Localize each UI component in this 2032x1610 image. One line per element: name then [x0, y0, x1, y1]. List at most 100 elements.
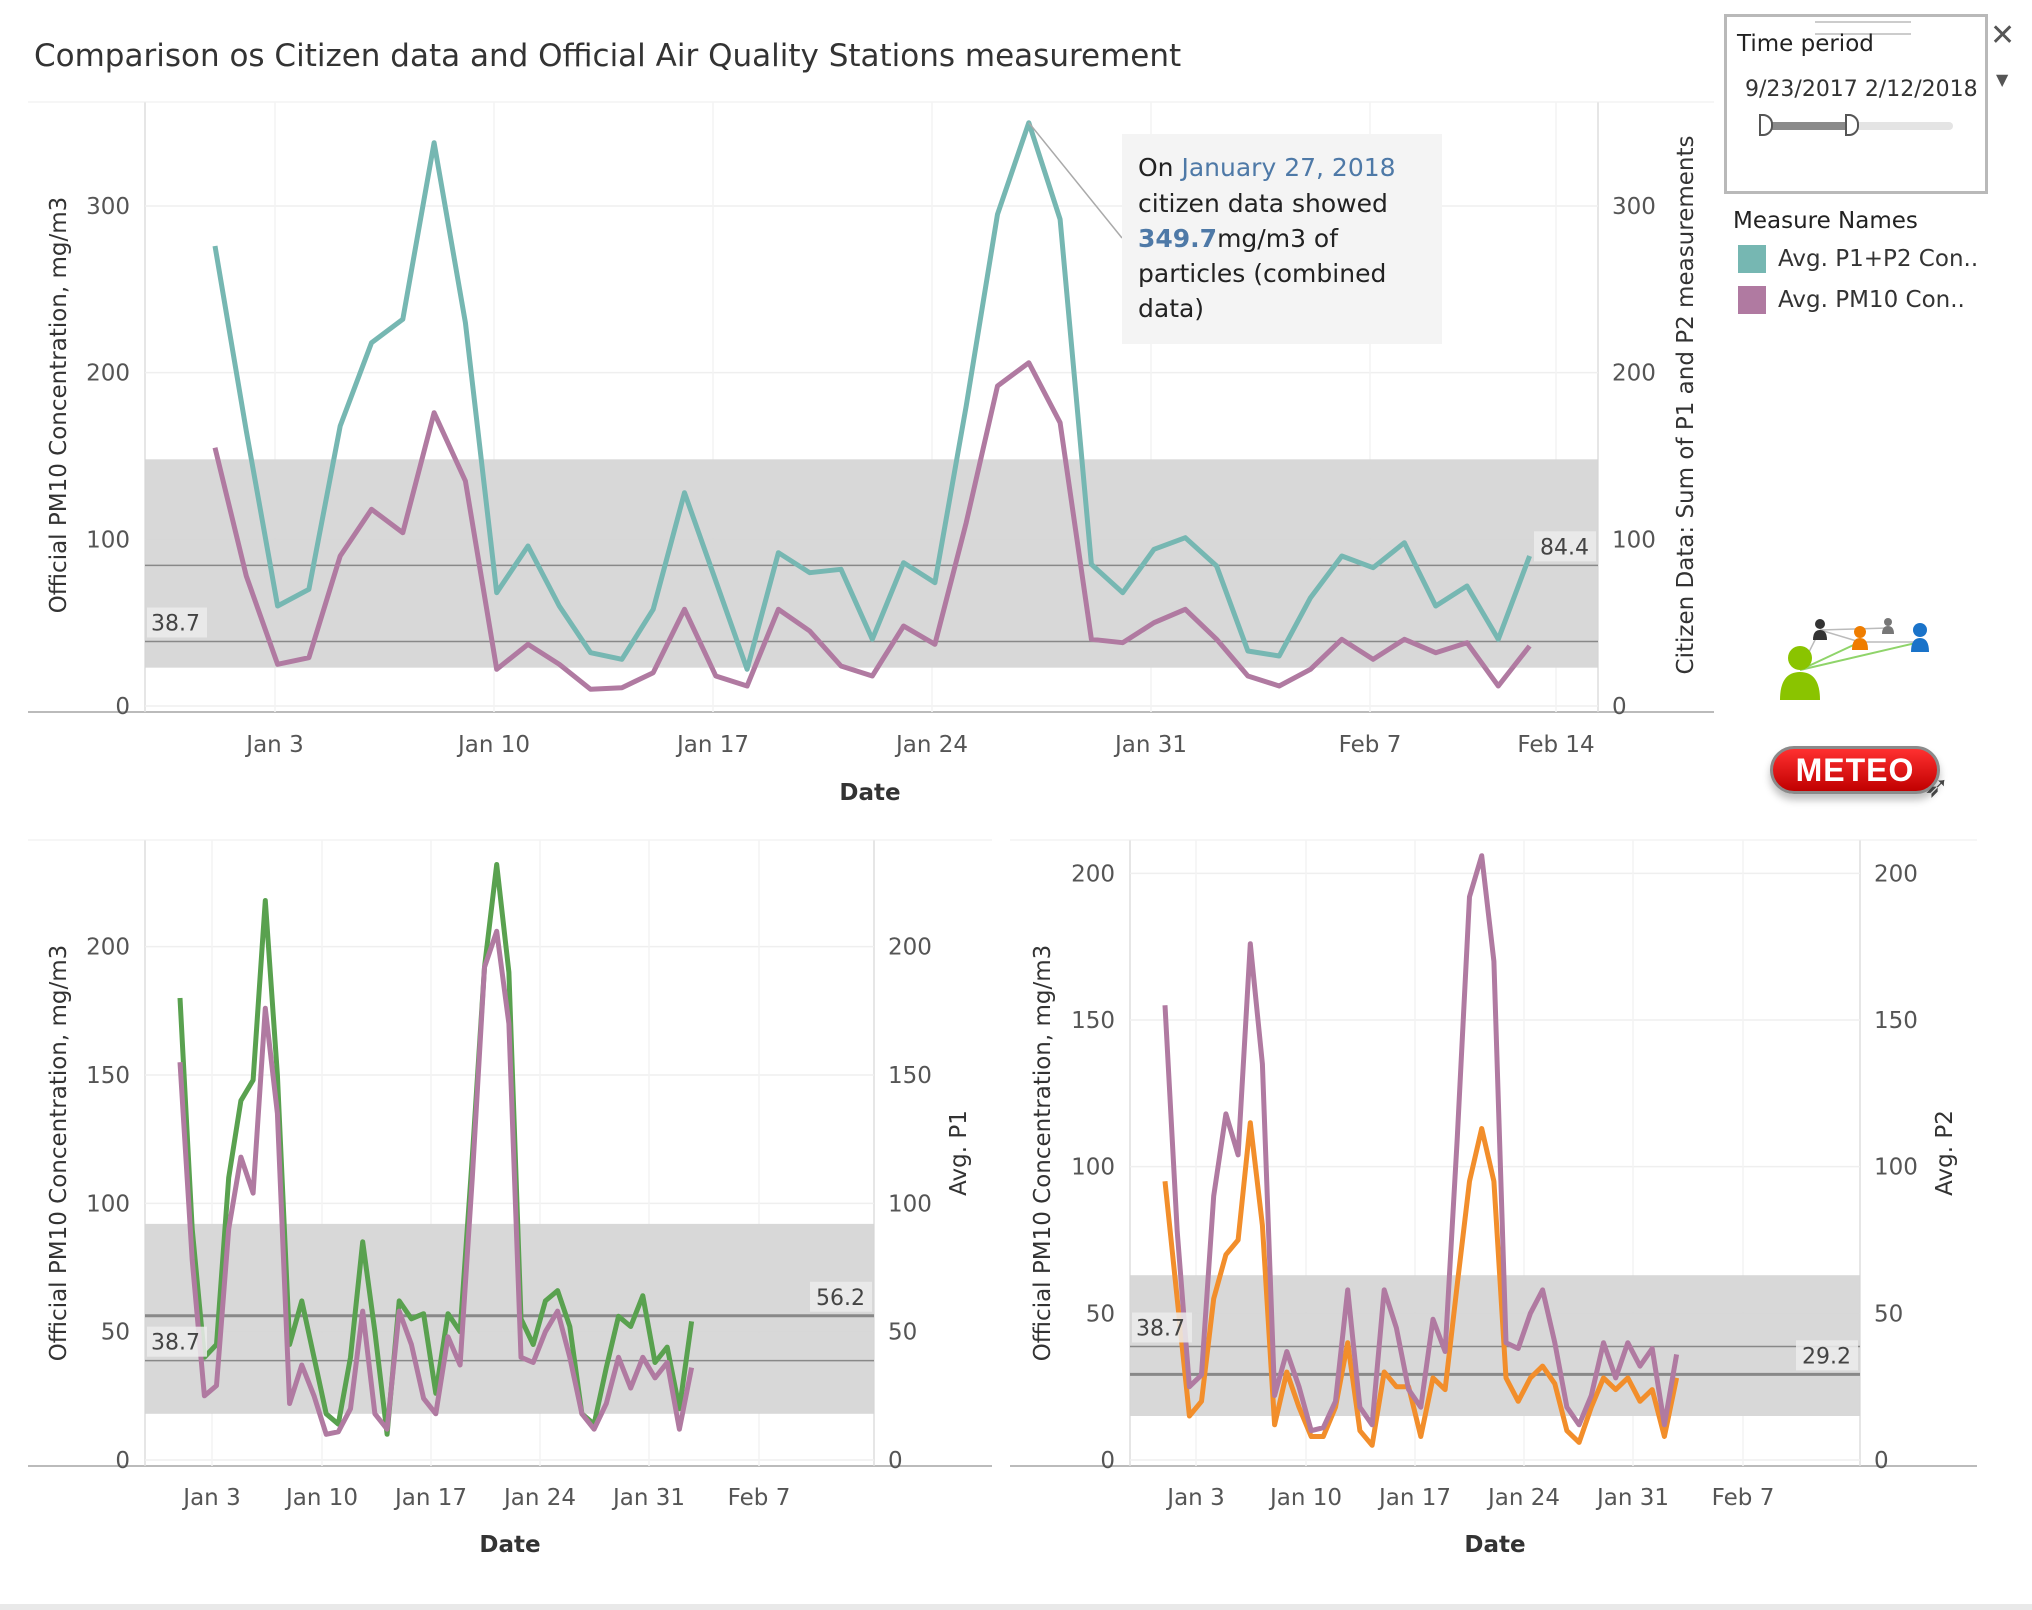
annotation-line-4: particles (combined [1138, 259, 1386, 288]
y-tick-label-right: 150 [888, 1063, 932, 1089]
cursor-icon: ➶ [1924, 770, 1950, 805]
time-period-title: Time period [1737, 31, 1874, 57]
series-line-primary [1162, 1120, 1680, 1448]
reference-band [145, 1223, 874, 1414]
x-tick-label: Feb 7 [1339, 732, 1402, 758]
y-tick-label-right: 0 [1874, 1448, 1889, 1474]
reference-label-box [1796, 1340, 1858, 1371]
annotation-connector [1028, 122, 1123, 239]
series-line-primary [177, 862, 695, 1437]
y-tick-label: 50 [101, 1320, 130, 1346]
time-period-range: 9/23/2017 2/12/2018 [1745, 77, 1978, 102]
y-tick-label-right: 100 [1612, 527, 1656, 553]
x-tick-label: Jan 10 [456, 732, 530, 758]
y-tick-label: 200 [86, 935, 130, 961]
y-tick-label-right: 200 [1612, 361, 1656, 387]
y-axis-title-left: Official PM10 Concentration, mg/m3 [46, 945, 72, 1362]
x-tick-label: Jan 3 [244, 732, 303, 758]
x-axis-title: Date [479, 1532, 540, 1558]
annotation-unit: mg/m3 of [1217, 224, 1339, 253]
meteo-button[interactable]: METEO [1770, 746, 1940, 794]
citizen-network-icon[interactable] [1770, 610, 1940, 700]
series-line-primary [212, 120, 1532, 672]
y-tick-label: 100 [86, 1191, 130, 1217]
y-tick-label: 150 [86, 1063, 130, 1089]
drag-grip-icon[interactable] [1815, 21, 1911, 35]
legend-swatch [1738, 245, 1766, 273]
annotation-line-3: 349.7mg/m3 of [1138, 224, 1339, 253]
legend-item-pm10[interactable]: Avg. PM10 Con.. [1738, 286, 1965, 314]
annotation-line-2: citizen data showed [1138, 189, 1388, 218]
x-tick-label: Jan 31 [611, 1485, 685, 1511]
x-tick-label: Jan 17 [393, 1485, 467, 1511]
x-tick-label: Jan 10 [1268, 1485, 1342, 1511]
y-tick-label-right: 150 [1874, 1008, 1918, 1034]
reference-label-box [147, 1326, 207, 1357]
slider-end-handle[interactable] [1844, 114, 1859, 136]
annotation-line-1: On January 27, 2018 [1138, 153, 1396, 182]
legend-label: Avg. PM10 Con.. [1778, 287, 1965, 313]
y-tick-label: 200 [86, 361, 130, 387]
page-title: Comparison os Citizen data and Official … [34, 38, 1182, 74]
y-axis-title-right: Citizen Data: Sum of P1 and P2 measureme… [1673, 136, 1699, 675]
y-tick-label-right: 200 [888, 935, 932, 961]
x-tick-label: Jan 17 [675, 732, 749, 758]
y-tick-label-right: 300 [1612, 194, 1656, 220]
legend-item-p1p2[interactable]: Avg. P1+P2 Con.. [1738, 245, 1978, 273]
reference-label: 84.4 [1540, 535, 1589, 560]
y-tick-label: 100 [1071, 1155, 1115, 1181]
reference-label-box [1534, 531, 1596, 562]
y-tick-label: 300 [86, 194, 130, 220]
time-period-end: 2/12/2018 [1864, 77, 1978, 102]
x-tick-label: Jan 3 [1165, 1485, 1224, 1511]
x-tick-label: Jan 24 [502, 1485, 576, 1511]
y-axis-title-right: Avg. P2 [1932, 1110, 1958, 1196]
x-tick-label: Jan 24 [894, 732, 968, 758]
annotation-box [1122, 134, 1442, 344]
series-line-pm10 [212, 360, 1532, 692]
x-tick-label: Feb 14 [1517, 732, 1594, 758]
slider-start-handle[interactable] [1759, 114, 1773, 136]
y-tick-label-right: 100 [888, 1191, 932, 1217]
series-line-pm10 [177, 928, 695, 1437]
reference-label: 56.2 [816, 1286, 865, 1311]
close-icon[interactable]: ✕ [1990, 18, 2016, 53]
annotation-date: January 27, 2018 [1179, 153, 1395, 182]
y-tick-label-right: 0 [1612, 694, 1627, 720]
dropdown-arrow-icon[interactable]: ▼ [1996, 70, 2009, 89]
time-period-start: 9/23/2017 [1745, 77, 1858, 102]
annotation-line-5: data) [1138, 294, 1204, 323]
annotation-prefix: On [1138, 153, 1181, 182]
y-tick-label-right: 50 [888, 1320, 917, 1346]
annotation-value: 349.7 [1138, 224, 1217, 253]
y-tick-label-right: 100 [1874, 1155, 1918, 1181]
x-tick-label: Jan 3 [181, 1485, 240, 1511]
time-period-filter[interactable]: Time period 9/23/2017 2/12/2018 [1724, 14, 1988, 194]
y-tick-label-right: 200 [1874, 861, 1918, 887]
legend-label: Avg. P1+P2 Con.. [1778, 246, 1979, 272]
reference-label-box [147, 607, 207, 638]
reference-label: 38.7 [151, 1331, 200, 1356]
reference-label: 38.7 [1136, 1316, 1185, 1341]
y-tick-label: 150 [1071, 1008, 1115, 1034]
reference-label: 38.7 [151, 612, 200, 637]
reference-label-box [810, 1281, 872, 1312]
reference-band [1130, 1275, 1860, 1416]
y-tick-label: 0 [115, 694, 130, 720]
y-tick-label-right: 0 [888, 1448, 903, 1474]
y-axis-title-right: Avg. P1 [946, 1110, 972, 1196]
x-tick-label: Jan 24 [1486, 1485, 1560, 1511]
y-tick-label: 0 [1100, 1448, 1115, 1474]
legend-title: Measure Names [1733, 208, 1918, 234]
x-tick-label: Jan 17 [1377, 1485, 1451, 1511]
x-tick-label: Jan 10 [284, 1485, 358, 1511]
x-tick-label: Feb 7 [728, 1485, 791, 1511]
y-axis-title-left: Official PM10 Concentration, mg/m3 [1030, 945, 1056, 1362]
slider-fill [1763, 122, 1849, 130]
bottom-strip [0, 1604, 2032, 1610]
reference-label-box [1132, 1312, 1192, 1343]
y-tick-label: 50 [1086, 1301, 1115, 1327]
reference-label: 29.2 [1802, 1344, 1851, 1369]
y-tick-label: 0 [115, 1448, 130, 1474]
y-tick-label: 200 [1071, 861, 1115, 887]
